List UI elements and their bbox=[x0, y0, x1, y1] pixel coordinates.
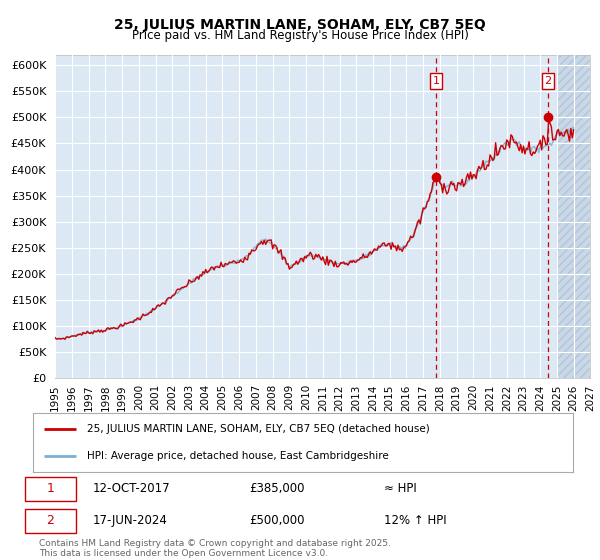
Text: 1: 1 bbox=[433, 76, 440, 86]
Text: 25, JULIUS MARTIN LANE, SOHAM, ELY, CB7 5EQ: 25, JULIUS MARTIN LANE, SOHAM, ELY, CB7 … bbox=[114, 18, 486, 32]
Text: 1: 1 bbox=[47, 482, 55, 496]
FancyBboxPatch shape bbox=[25, 477, 76, 501]
Text: 12-OCT-2017: 12-OCT-2017 bbox=[92, 482, 170, 496]
Text: Contains HM Land Registry data © Crown copyright and database right 2025.
This d: Contains HM Land Registry data © Crown c… bbox=[39, 539, 391, 558]
Text: 12% ↑ HPI: 12% ↑ HPI bbox=[384, 514, 446, 528]
Text: £385,000: £385,000 bbox=[249, 482, 305, 496]
Bar bbox=[557, 55, 590, 378]
Text: 17-JUN-2024: 17-JUN-2024 bbox=[92, 514, 167, 528]
Bar bbox=[557, 55, 590, 378]
Text: 2: 2 bbox=[544, 76, 551, 86]
FancyBboxPatch shape bbox=[25, 508, 76, 533]
Text: 2: 2 bbox=[47, 514, 55, 528]
Text: ≈ HPI: ≈ HPI bbox=[384, 482, 417, 496]
Text: HPI: Average price, detached house, East Cambridgeshire: HPI: Average price, detached house, East… bbox=[87, 451, 389, 461]
Text: £500,000: £500,000 bbox=[249, 514, 305, 528]
Text: 25, JULIUS MARTIN LANE, SOHAM, ELY, CB7 5EQ (detached house): 25, JULIUS MARTIN LANE, SOHAM, ELY, CB7 … bbox=[87, 424, 430, 434]
Text: Price paid vs. HM Land Registry's House Price Index (HPI): Price paid vs. HM Land Registry's House … bbox=[131, 29, 469, 42]
